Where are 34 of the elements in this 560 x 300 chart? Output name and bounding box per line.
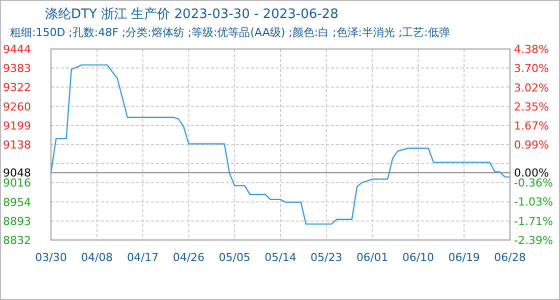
y2-tick-label: -1.03% bbox=[514, 196, 553, 209]
y2-tick-label: 3.02% bbox=[514, 81, 549, 94]
y-tick-label: 9383 bbox=[3, 62, 31, 76]
chart-title: 涤纶DTY 浙江 生产价 2023-03-30 - 2023-06-28 bbox=[45, 7, 338, 22]
y-tick-label: 9322 bbox=[3, 81, 31, 94]
y-tick-label: 9199 bbox=[3, 119, 31, 132]
x-tick-label: 06/28 bbox=[494, 251, 526, 264]
x-tick-label: 04/26 bbox=[172, 251, 205, 264]
y-tick-label: 9138 bbox=[3, 138, 31, 152]
x-tick-label: 03/30 bbox=[35, 251, 67, 264]
y-tick-label: 9444 bbox=[3, 43, 31, 56]
y2-tick-label: 2.35% bbox=[514, 100, 549, 114]
x-tick-label: 06/10 bbox=[402, 251, 434, 264]
x-tick-label: 05/23 bbox=[310, 251, 342, 264]
x-tick-label: 05/14 bbox=[264, 251, 296, 264]
x-tick-label: 05/05 bbox=[218, 251, 250, 264]
y-tick-label: 8954 bbox=[3, 196, 31, 209]
y-tick-label: 8893 bbox=[3, 214, 31, 228]
chart-subtitle: 粗细:150D ;孔数:48F ;分类:熔体纺 ;等级:优等品(AA级) ;颜色:白 ;色泽:半消光 ;工艺:低弹 bbox=[10, 26, 450, 39]
y-tick-label: 9260 bbox=[3, 100, 31, 114]
y2-tick-label: 0.99% bbox=[514, 138, 549, 152]
y2-tick-label: -0.36% bbox=[514, 176, 553, 190]
x-tick-label: 04/08 bbox=[81, 251, 113, 264]
y-tick-label: 9016 bbox=[3, 176, 31, 190]
y2-tick-label: 3.70% bbox=[514, 62, 549, 76]
y2-tick-label: -2.39% bbox=[514, 234, 553, 247]
line-series bbox=[50, 64, 511, 225]
x-tick-label: 06/01 bbox=[356, 251, 388, 264]
y2-tick-label: -1.71% bbox=[514, 214, 553, 228]
y-tick-label: 8832 bbox=[3, 234, 31, 247]
y2-tick-label: 1.67% bbox=[514, 119, 549, 132]
x-tick-label: 06/19 bbox=[448, 251, 480, 264]
y2-tick-label: 4.38% bbox=[514, 43, 549, 56]
x-tick-label: 04/17 bbox=[126, 251, 159, 264]
